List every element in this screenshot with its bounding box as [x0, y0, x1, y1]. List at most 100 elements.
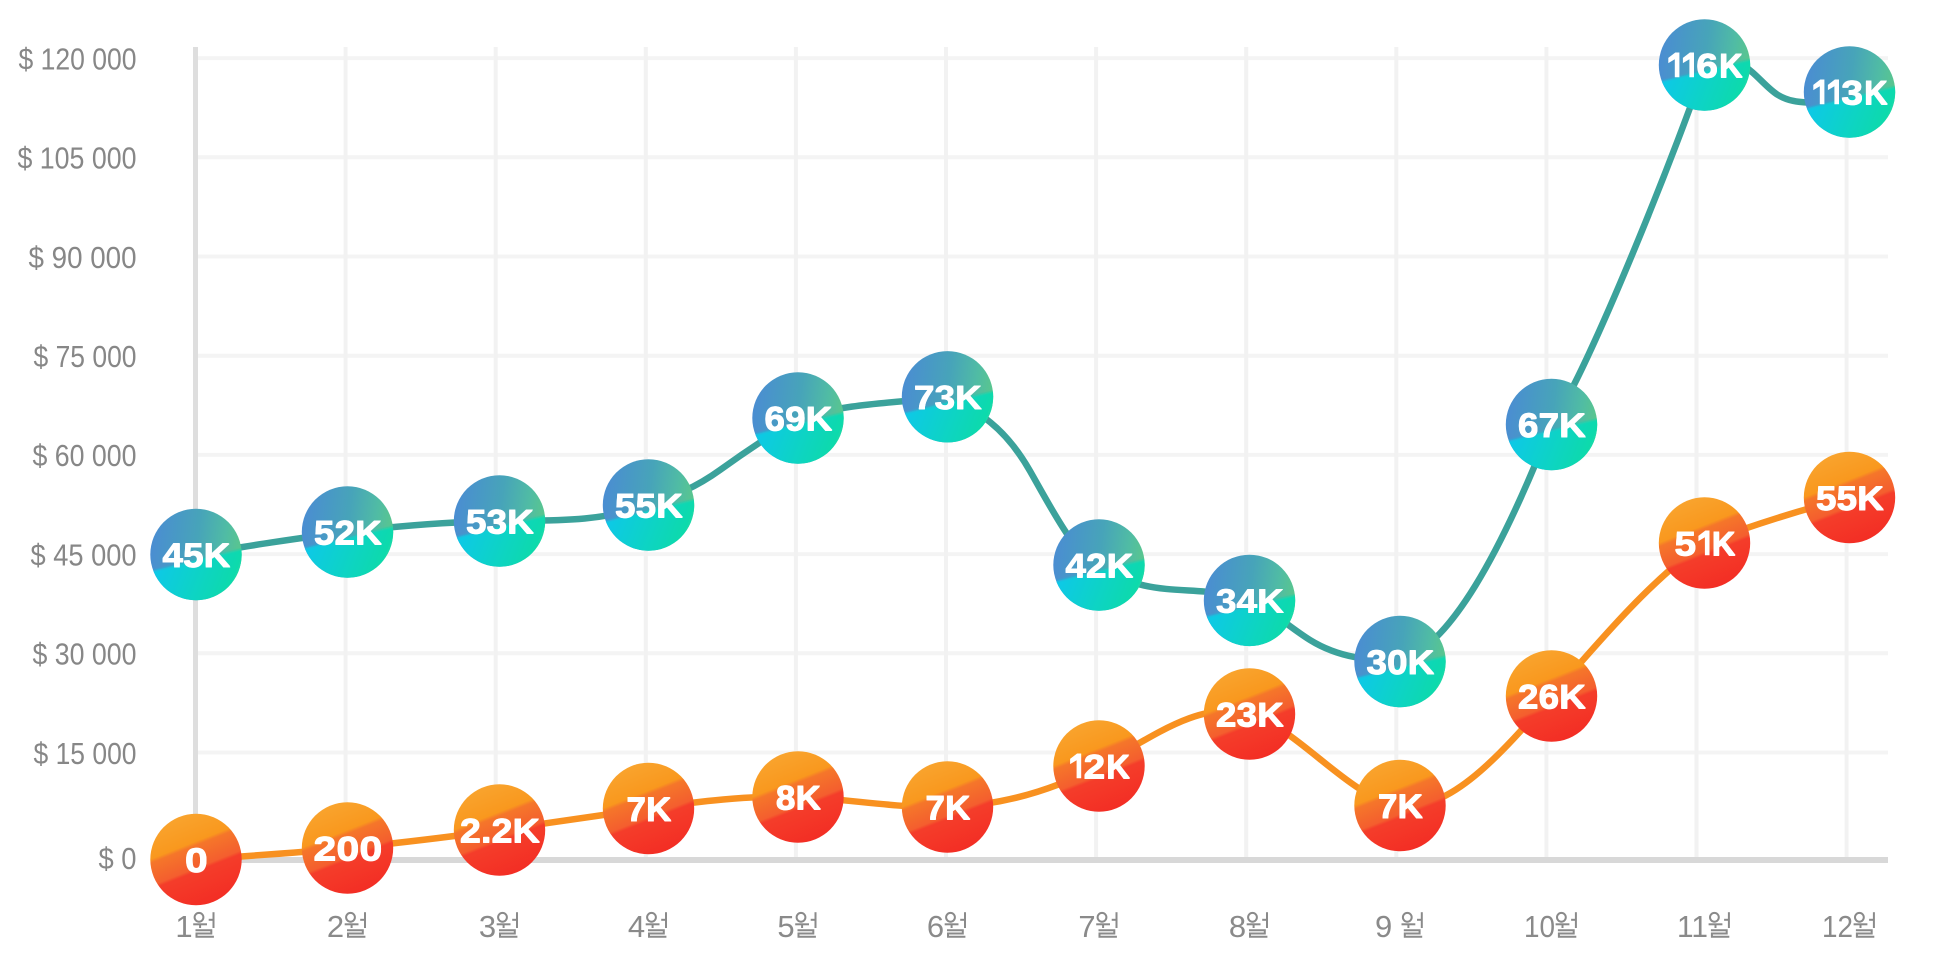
svg-text:67K: 67K: [1518, 407, 1586, 445]
svg-text:8: 8: [1229, 909, 1246, 944]
svg-text:42K: 42K: [1066, 548, 1134, 586]
svg-text:7K: 7K: [925, 790, 970, 828]
svg-text:30K: 30K: [1367, 644, 1435, 682]
svg-text:26K: 26K: [1518, 678, 1586, 716]
svg-text:52K: 52K: [314, 514, 382, 552]
svg-text:55K: 55K: [615, 488, 683, 526]
svg-text:69K: 69K: [765, 401, 833, 439]
svg-text:34K: 34K: [1216, 583, 1284, 621]
svg-text:K: K: [1719, 47, 1743, 85]
svg-text:69K: 69K: [765, 400, 833, 438]
svg-text:3: 3: [1842, 75, 1864, 113]
svg-text:2.2K: 2.2K: [460, 813, 540, 851]
svg-text:8K: 8K: [776, 779, 821, 817]
svg-text:23K: 23K: [1216, 697, 1284, 735]
svg-text:2.2K: 2.2K: [460, 812, 540, 850]
svg-text:6: 6: [1696, 48, 1718, 86]
svg-text:2: 2: [1083, 749, 1105, 787]
svg-text:8K: 8K: [776, 780, 821, 818]
svg-text:73K: 73K: [914, 379, 982, 417]
svg-text:6: 6: [1697, 47, 1719, 85]
svg-text:3: 3: [1841, 75, 1863, 113]
svg-text:26K: 26K: [1518, 678, 1586, 716]
svg-text:K: K: [1864, 74, 1888, 112]
svg-text:26K: 26K: [1518, 679, 1586, 717]
svg-text:55K: 55K: [1816, 480, 1884, 518]
svg-text:7: 7: [1078, 909, 1095, 944]
svg-text:$ 120 000: $ 120 000: [19, 41, 137, 76]
svg-text:0: 0: [185, 842, 208, 880]
svg-text:2.2K: 2.2K: [460, 812, 540, 850]
svg-text:55K: 55K: [1816, 480, 1884, 518]
svg-text:3: 3: [1841, 74, 1863, 112]
svg-text:52K: 52K: [314, 515, 382, 553]
svg-text:5: 5: [1674, 525, 1696, 563]
svg-text:6: 6: [1697, 48, 1719, 86]
svg-text:73K: 73K: [914, 380, 982, 418]
svg-text:7K: 7K: [1378, 788, 1423, 826]
svg-text:$ 45 000: $ 45 000: [31, 537, 137, 572]
svg-text:K: K: [1720, 47, 1744, 85]
svg-text:2: 2: [1083, 748, 1105, 786]
svg-text:0: 0: [185, 842, 208, 880]
svg-text:K: K: [1719, 48, 1743, 86]
svg-text:2: 2: [327, 909, 344, 944]
svg-text:$ 60 000: $ 60 000: [33, 438, 137, 473]
svg-text:55K: 55K: [615, 488, 683, 526]
svg-text:2.2K: 2.2K: [460, 813, 540, 851]
svg-text:2: 2: [1084, 749, 1106, 787]
svg-text:67K: 67K: [1518, 407, 1586, 445]
svg-text:7K: 7K: [1378, 788, 1423, 826]
svg-text:10: 10: [1524, 909, 1555, 944]
svg-text:42K: 42K: [1065, 548, 1133, 586]
svg-text:5: 5: [777, 909, 794, 944]
svg-text:K: K: [1865, 74, 1889, 112]
svg-text:7K: 7K: [926, 790, 971, 828]
svg-text:53K: 53K: [466, 504, 534, 542]
svg-text:200: 200: [313, 830, 382, 868]
svg-text:23K: 23K: [1216, 697, 1284, 735]
svg-text:67K: 67K: [1518, 407, 1586, 445]
svg-text:45K: 45K: [163, 537, 231, 575]
svg-text:5: 5: [1675, 525, 1697, 563]
svg-text:45K: 45K: [163, 537, 231, 575]
svg-text:11: 11: [1677, 909, 1708, 944]
svg-text:4: 4: [628, 909, 645, 944]
svg-text:7K: 7K: [926, 789, 971, 827]
svg-text:55K: 55K: [1816, 480, 1884, 518]
svg-text:K: K: [1720, 48, 1744, 86]
svg-text:K: K: [1712, 526, 1736, 564]
svg-text:K: K: [1711, 525, 1735, 563]
svg-text:7K: 7K: [1378, 788, 1423, 826]
svg-text:200: 200: [314, 830, 383, 868]
svg-text:34K: 34K: [1216, 583, 1284, 621]
svg-text:K: K: [1106, 748, 1130, 786]
svg-text:7K: 7K: [626, 791, 671, 829]
svg-text:73K: 73K: [914, 379, 982, 417]
svg-text:0: 0: [185, 842, 208, 880]
svg-text:42K: 42K: [1065, 547, 1133, 585]
svg-text:7K: 7K: [925, 789, 970, 827]
svg-text:45K: 45K: [162, 537, 230, 575]
svg-text:K: K: [1107, 748, 1131, 786]
svg-text:12: 12: [1822, 909, 1853, 944]
svg-text:52K: 52K: [314, 515, 382, 553]
svg-text:K: K: [1712, 525, 1736, 563]
svg-text:69K: 69K: [764, 400, 832, 438]
svg-text:2: 2: [1084, 748, 1106, 786]
svg-text:45K: 45K: [162, 537, 230, 575]
svg-text:$ 0: $ 0: [99, 841, 137, 876]
svg-text:$ 75 000: $ 75 000: [34, 339, 137, 374]
svg-text:8K: 8K: [776, 779, 821, 817]
svg-text:0: 0: [185, 842, 208, 880]
svg-text:53K: 53K: [466, 503, 534, 541]
svg-text:200: 200: [314, 831, 383, 869]
svg-text:53K: 53K: [466, 504, 534, 542]
svg-text:$ 105 000: $ 105 000: [18, 141, 137, 176]
svg-text:69K: 69K: [764, 401, 832, 439]
svg-text:42K: 42K: [1066, 547, 1134, 585]
svg-text:55K: 55K: [615, 487, 683, 525]
svg-text:23K: 23K: [1216, 696, 1284, 734]
svg-text:6: 6: [1696, 47, 1718, 85]
svg-text:K: K: [1106, 749, 1130, 787]
